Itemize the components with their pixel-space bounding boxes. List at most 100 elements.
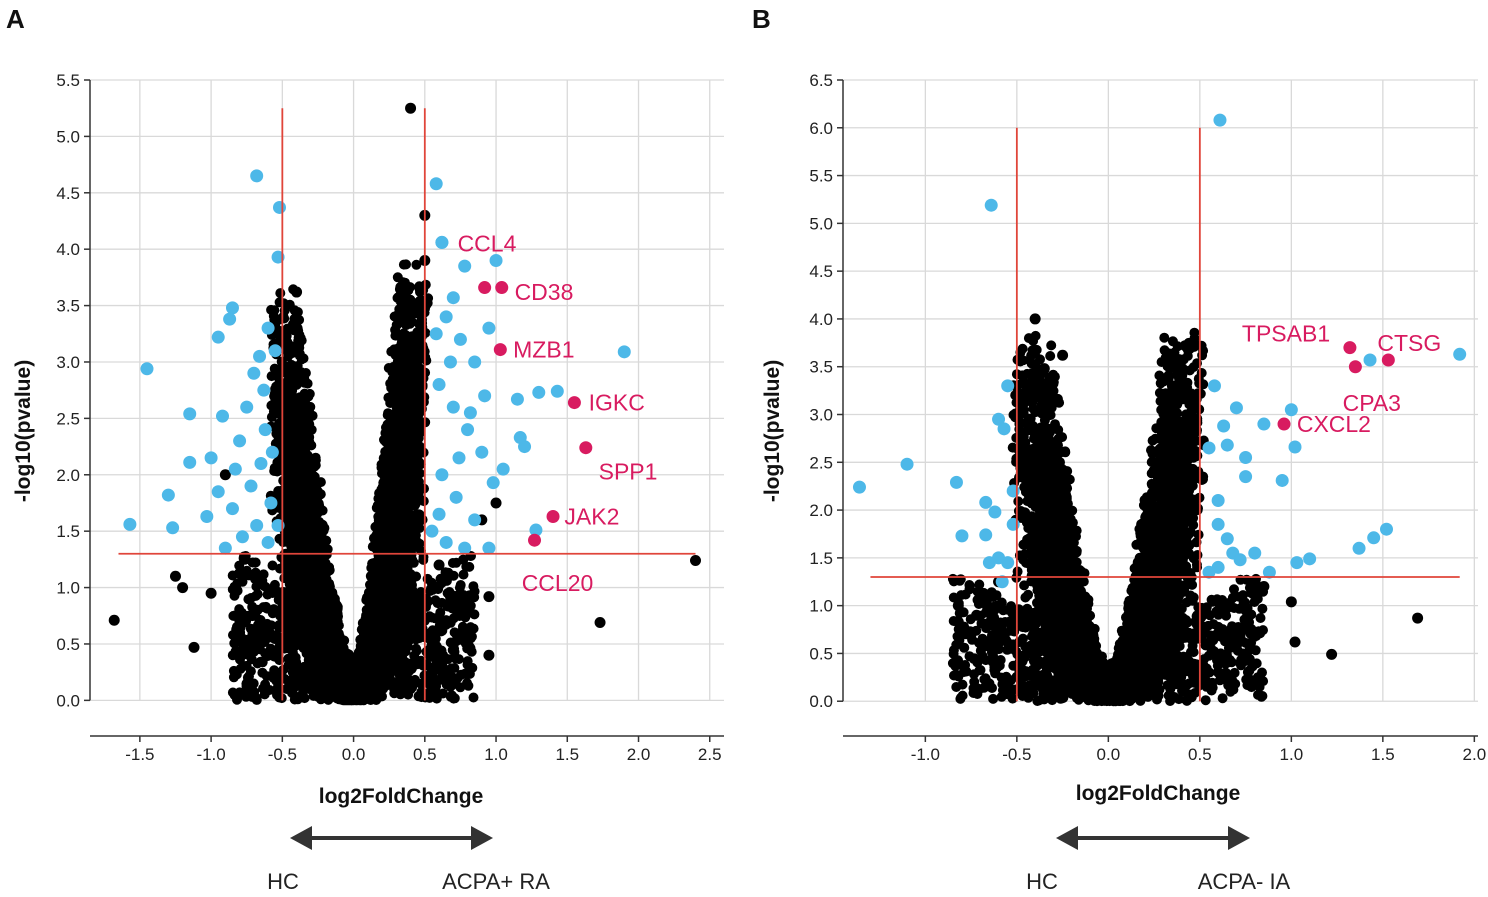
sig-point [1363,353,1377,367]
sig-point [425,524,439,538]
gene-label: SPP1 [599,458,658,484]
sig-point [261,535,275,549]
y-tick-label: 1.0 [56,579,80,598]
highlight-point [478,281,492,295]
sig-point [247,366,261,380]
sig-point [257,383,271,397]
sig-point [258,423,272,437]
sig-point [432,507,446,521]
arrow-left-icon [1056,826,1078,850]
sig-point [211,485,225,499]
panel-a-arrow-right-label: ACPA+ RA [442,869,550,894]
x-tick-label: 2.0 [1463,745,1487,764]
arrow-right-icon [1228,826,1250,850]
nonsig-point-cloud [227,259,480,706]
gene-label: CCL20 [522,570,594,596]
sig-point [475,445,489,459]
sig-point [1239,470,1253,484]
nonsig-point [483,649,495,661]
x-tick-label: -1.5 [125,745,154,764]
sig-point [268,344,282,358]
panel-a-thresholds [118,108,696,701]
highlight-point [567,396,581,410]
sig-point [446,400,460,414]
sig-point [1220,532,1234,546]
nonsig-point [269,390,281,402]
sig-point [240,400,254,414]
sig-point [955,529,969,543]
sig-point [1220,438,1234,452]
panel-b-arrow-right-label: ACPA- IA [1198,869,1291,894]
y-tick-label: 2.5 [809,453,833,472]
nonsig-point-cloud [947,327,1269,707]
nonsig-point [1326,648,1338,660]
panel-a-nonsig-cloud [227,259,480,706]
y-tick-label: 3.5 [809,358,833,377]
sig-point [244,479,258,493]
sig-point [979,528,993,542]
sig-point [496,462,510,476]
nonsig-point [1029,313,1041,325]
sig-point [183,455,197,469]
x-tick-label: -1.0 [911,745,940,764]
nonsig-point [188,641,200,653]
sig-point [261,321,275,335]
y-tick-label: 4.5 [56,184,80,203]
sig-point [452,451,466,465]
nonsig-point [952,616,964,628]
gene-label: CPA3 [1343,390,1401,416]
nonsig-point [594,617,606,629]
gene-label: IGKC [589,390,645,416]
gene-label: CCL4 [458,231,517,257]
y-tick-label: 2.0 [56,466,80,485]
sig-point [992,412,1006,426]
highlight-point [1348,360,1362,374]
x-tick-label: 0.0 [1097,745,1121,764]
nonsig-point [462,604,474,616]
gene-label: MZB1 [513,337,574,363]
nonsig-point [1412,612,1424,624]
panel-letter-a: A [6,4,25,34]
sig-point [435,468,449,482]
sig-point [486,476,500,490]
nonsig-point [291,286,303,298]
nonsig-point [1179,340,1191,352]
nonsig-point [205,587,217,599]
sig-point [1275,473,1289,487]
panel-a-gene-labels: CCL4 CD38 MZB1 IGKC SPP1 JAK2 CCL20 [458,231,658,597]
sig-point [529,523,543,537]
sig-point [449,490,463,504]
sig-point [250,519,264,533]
panel-b-axes: 0.0 0.5 1.0 1.5 2.0 2.5 3.0 3.5 4.0 4.5 5.0 5.5 6.0 6… [809,71,1486,764]
sig-point [1284,403,1298,417]
sig-point [253,349,267,363]
sig-point [1303,552,1317,566]
panel-a-arrow-left-label: HC [267,869,299,894]
sig-point [979,495,993,509]
sig-point [482,321,496,335]
sig-point [458,541,472,555]
nonsig-point [1289,636,1301,648]
y-tick-label: 3.0 [56,353,80,372]
panel-a-points [108,102,702,661]
sig-point [478,389,492,403]
nonsig-point [1057,349,1069,361]
x-tick-label: 0.5 [1188,745,1212,764]
sig-point [211,330,225,344]
sig-point [1248,546,1262,560]
gene-label: CXCL2 [1297,411,1371,437]
y-tick-label: 0.0 [56,691,80,710]
sig-point [489,253,503,267]
panel-a: A 0.0 0.5 1.0 1.5 2.0 2.5 3.0 3.5 4.0 4.5 5.0 5.5 -1… [6,4,724,894]
highlight-point [1343,341,1357,355]
nonsig-point [952,600,964,612]
sig-point [988,505,1002,519]
panel-b-thresholds [870,127,1460,702]
nonsig-point [483,591,495,603]
sig-point [200,510,214,524]
nonsig-point [490,497,502,509]
sig-point [468,355,482,369]
y-tick-label: 3.0 [809,406,833,425]
x-tick-label: 0.5 [413,745,437,764]
sig-point [140,362,154,376]
